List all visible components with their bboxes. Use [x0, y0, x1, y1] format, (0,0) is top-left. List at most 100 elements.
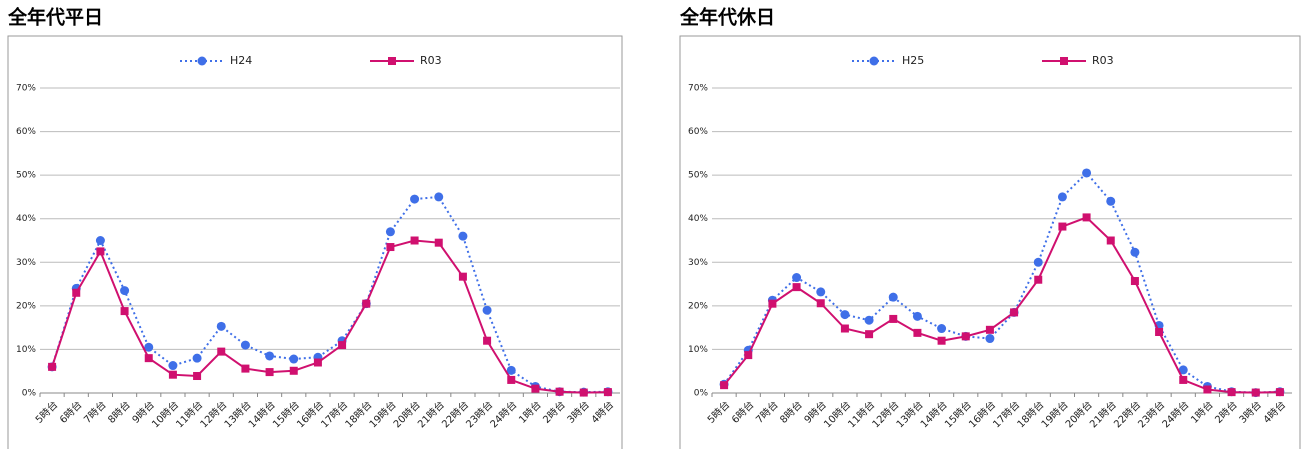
point: [1227, 388, 1236, 397]
point: [985, 334, 995, 344]
point: [720, 381, 729, 390]
y-tick-label: 30%: [688, 258, 708, 268]
point: [555, 387, 564, 396]
legend-label: H25: [902, 54, 924, 67]
point: [1106, 236, 1115, 245]
point: [961, 332, 970, 341]
point: [410, 194, 420, 204]
point: [1203, 385, 1212, 394]
point: [531, 384, 540, 393]
y-tick-label: 70%: [16, 84, 36, 94]
legend-label: R03: [420, 54, 442, 67]
point: [144, 342, 154, 352]
point: [434, 238, 443, 247]
point: [385, 227, 395, 237]
point: [888, 292, 898, 302]
point: [1010, 308, 1019, 317]
point: [913, 328, 922, 337]
point: [912, 311, 922, 321]
legend-marker: [1060, 57, 1068, 65]
y-tick-label: 60%: [16, 127, 36, 137]
point: [937, 324, 947, 334]
series-line: [723, 216, 1280, 394]
chart-title: 全年代平日: [7, 6, 103, 29]
point: [1178, 365, 1188, 375]
point: [889, 314, 898, 323]
point: [792, 273, 802, 283]
y-tick-label: 20%: [688, 301, 708, 311]
point: [1033, 257, 1043, 267]
legend-label: R03: [1092, 54, 1114, 67]
point: [1034, 275, 1043, 284]
point: [168, 361, 178, 371]
point: [217, 347, 226, 356]
y-tick-label: 30%: [16, 258, 36, 268]
legend-marker: [869, 56, 879, 66]
point: [265, 368, 274, 377]
point: [1155, 328, 1164, 336]
chart-title: 全年代休日: [679, 6, 775, 29]
point: [1251, 388, 1260, 397]
legend-label: H24: [230, 54, 252, 67]
point: [483, 336, 492, 345]
point: [289, 354, 299, 364]
point: [1275, 388, 1284, 397]
point: [840, 324, 849, 333]
point: [864, 315, 874, 325]
y-tick-label: 10%: [688, 345, 708, 355]
y-tick-label: 70%: [688, 84, 708, 94]
point: [192, 353, 202, 363]
point: [362, 299, 371, 308]
point: [1057, 192, 1067, 202]
point: [840, 310, 850, 320]
point: [265, 351, 275, 361]
point: [506, 365, 516, 375]
point: [744, 351, 753, 360]
point: [193, 372, 202, 381]
point: [168, 370, 177, 379]
point: [338, 341, 347, 350]
y-tick-label: 40%: [16, 214, 36, 224]
point: [458, 272, 467, 281]
point: [241, 364, 250, 373]
point: [144, 354, 153, 363]
point: [603, 388, 612, 397]
point: [120, 286, 130, 296]
y-tick-label: 10%: [16, 345, 36, 355]
point: [1130, 277, 1139, 286]
point: [48, 362, 57, 371]
point: [1082, 168, 1092, 178]
point: [1179, 375, 1188, 384]
point: [1082, 213, 1091, 222]
point: [96, 247, 105, 256]
point: [1106, 196, 1116, 206]
point: [768, 299, 777, 308]
point: [72, 288, 81, 297]
y-tick-label: 20%: [16, 301, 36, 311]
point: [386, 243, 395, 252]
point: [1058, 222, 1067, 231]
y-tick-label: 50%: [16, 171, 36, 181]
point: [792, 283, 801, 292]
point: [216, 321, 226, 331]
point: [482, 305, 492, 315]
y-tick-label: 0%: [694, 389, 709, 399]
point: [937, 336, 946, 345]
legend-marker: [197, 56, 207, 66]
series-line: [723, 171, 1280, 394]
chart-frame: [679, 35, 1301, 453]
point: [458, 231, 468, 241]
legend-marker: [388, 57, 396, 65]
series-line: [51, 239, 608, 394]
point: [579, 388, 588, 397]
point: [120, 307, 129, 316]
point: [865, 330, 874, 339]
point: [507, 375, 516, 384]
y-tick-label: 60%: [688, 127, 708, 137]
y-tick-label: 0%: [22, 389, 37, 399]
point: [816, 299, 825, 308]
point: [240, 340, 250, 350]
y-tick-label: 40%: [688, 214, 708, 224]
point: [985, 325, 994, 334]
